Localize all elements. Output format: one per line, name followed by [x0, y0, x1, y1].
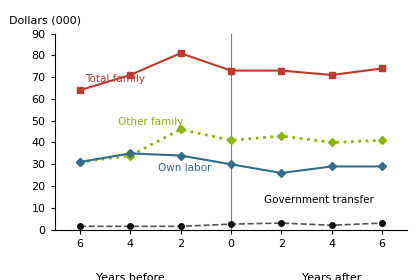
- Text: Years before: Years before: [96, 273, 165, 280]
- Text: Government transfer: Government transfer: [264, 195, 374, 206]
- Text: Dollars (000): Dollars (000): [9, 16, 81, 26]
- Text: Total family: Total family: [85, 74, 145, 83]
- Text: Years after: Years after: [302, 273, 362, 280]
- Text: Other family: Other family: [118, 117, 183, 127]
- Text: Own labor: Own labor: [158, 163, 211, 173]
